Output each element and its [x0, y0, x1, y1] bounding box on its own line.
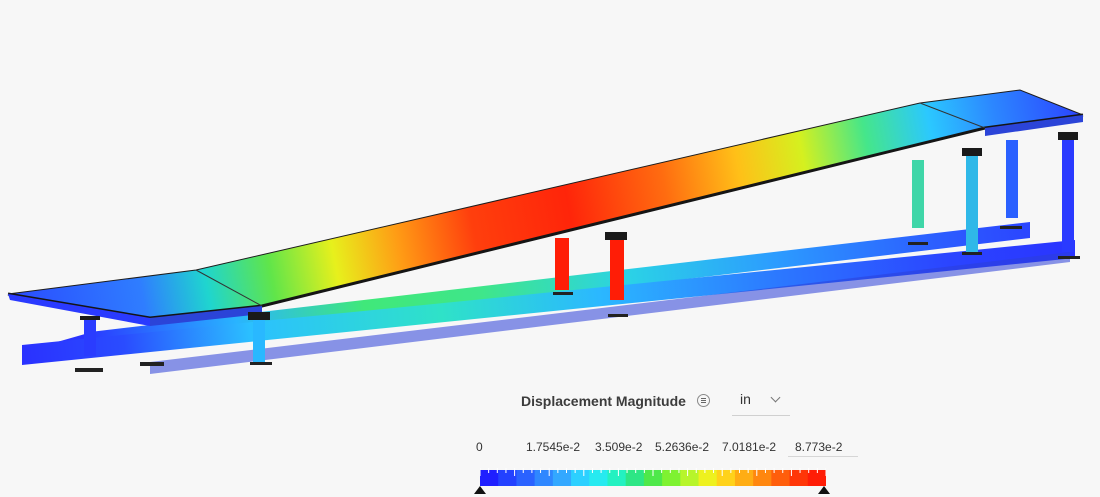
colorbar-segment — [480, 470, 499, 486]
colorbar-segment — [771, 470, 791, 486]
colorbar-segment — [625, 470, 645, 486]
column-caps — [80, 132, 1078, 320]
colorbar — [480, 468, 826, 486]
max-input-underline — [788, 456, 858, 457]
chevron-down-icon — [770, 392, 781, 403]
lower-beam-front — [22, 240, 1075, 374]
colorbar-segment — [662, 470, 681, 486]
legend-panel: Displacement Magnitude in 0 1.7545e-2 3.… — [470, 380, 858, 497]
colorbar-tick-label: 1.7545e-2 — [526, 440, 581, 454]
colorbar-segment — [643, 470, 663, 486]
colorbar-segment — [498, 470, 518, 486]
colorbar-segment — [571, 470, 590, 486]
colorbar-max-label[interactable]: 8.773e-2 — [795, 440, 843, 454]
column-left-2 — [253, 314, 265, 362]
colorbar-segment — [680, 470, 700, 486]
colorbar-tick-label: 0 — [476, 440, 483, 454]
column-right-2 — [966, 155, 978, 253]
colorbar-segment — [789, 470, 809, 486]
column-left-1 — [84, 318, 96, 356]
column-right-3 — [1006, 140, 1018, 218]
column-mid-2 — [610, 238, 624, 300]
column-right-1 — [912, 160, 924, 228]
colorbar-min-handle[interactable] — [474, 486, 486, 494]
legend-title: Displacement Magnitude — [521, 393, 686, 409]
bridge-deck — [7, 89, 1084, 326]
colorbar-segment — [589, 470, 609, 486]
colorbar-segment — [534, 470, 554, 486]
colorbar-tick-label: 5.2636e-2 — [655, 440, 710, 454]
column-mid-1 — [555, 238, 569, 290]
menu-lines-icon[interactable] — [697, 394, 710, 407]
colorbar-segment — [607, 470, 627, 486]
unit-value: in — [740, 391, 751, 407]
colorbar-segment — [516, 470, 536, 486]
colorbar-max-handle[interactable] — [818, 486, 830, 494]
colorbar-segment — [807, 470, 826, 486]
colorbar-segment — [734, 470, 754, 486]
colorbar-tick-label: 3.509e-2 — [595, 440, 643, 454]
colorbar-segment — [716, 470, 736, 486]
colorbar-segment — [753, 470, 772, 486]
colorbar-tick-label: 7.0181e-2 — [722, 440, 777, 454]
colorbar-segment — [698, 470, 718, 486]
bearing-plates — [75, 226, 1080, 372]
column-right-4 — [1062, 140, 1074, 252]
unit-select[interactable]: in — [732, 386, 790, 416]
colorbar-segment — [552, 470, 572, 486]
